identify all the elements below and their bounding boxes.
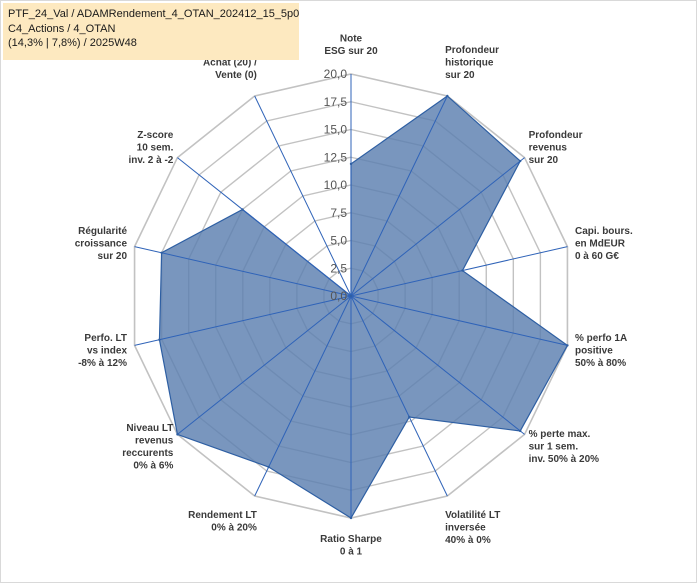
axis-label-line: inv. 2 à -2	[129, 155, 174, 166]
axis-label: % perfo 1A positive 50% à 80%	[575, 333, 627, 369]
axis-spoke	[134, 246, 352, 297]
axis-spoke	[350, 157, 525, 297]
axis-label: Rendement LT 0% à 20%	[188, 510, 257, 534]
axis-label-line: % perfo 1A	[575, 333, 627, 344]
axis-label-line: Vente (0)	[215, 70, 257, 81]
axis-label-line: Capi. bours.	[575, 226, 633, 237]
axis-label-line: Achat (20) /	[203, 57, 257, 68]
axis-label-line: 50% à 80%	[575, 358, 626, 369]
tick-label: 15,0	[324, 123, 348, 137]
axis-label-line: inv. 50% à 20%	[529, 454, 600, 465]
axis-label-line: Ratio Sharpe	[320, 534, 382, 545]
chart-title-box: PTF_24_Val / ADAMRendement_4_OTAN_202412…	[3, 3, 299, 60]
axis-label-line: revenus	[529, 142, 568, 153]
axis-label-line: sur 20	[98, 251, 128, 262]
axis-label-line: Profondeur	[445, 45, 499, 56]
axis-spoke	[350, 95, 448, 297]
tick-label: 10,0	[324, 178, 348, 192]
chart-title-line-2: C4_Actions / 4_OTAN	[8, 22, 116, 35]
data-point	[158, 338, 161, 341]
axis-spoke	[350, 295, 568, 346]
axis-label-line: 0 à 1	[340, 547, 363, 558]
axis-label-line: positive	[575, 345, 613, 356]
data-point	[349, 162, 353, 166]
axis-label-line: vs index	[87, 345, 127, 356]
axis-label-line: 40% à 0%	[445, 535, 491, 546]
axis-label-line: 0 à 60 G€	[575, 251, 619, 262]
axis-spoke	[177, 295, 352, 435]
data-point	[349, 516, 353, 520]
axis-label: Z-score 10 sem. inv. 2 à -2	[129, 130, 174, 166]
axis-spoke	[350, 246, 568, 297]
axis-label: Ratio Sharpe 0 à 1	[320, 534, 382, 558]
axis-label-line: 0% à 6%	[133, 460, 173, 471]
axis-label-line: revenus	[135, 435, 174, 446]
axis-label-line: sur 20	[445, 70, 475, 81]
axis-label-line: -8% à 12%	[78, 358, 127, 369]
axis-spoke	[350, 295, 448, 497]
axis-label-line: % perte max.	[529, 429, 591, 440]
axis-label: Profondeur historique sur 20	[445, 45, 499, 81]
axis-label-line: sur 20	[529, 155, 559, 166]
data-point	[349, 294, 353, 298]
tick-label: 17,5	[324, 95, 348, 109]
axis-label: Profondeur revenus sur 20	[529, 130, 583, 166]
axis-label-line: 0% à 20%	[211, 523, 257, 534]
axis-label-line: historique	[445, 57, 494, 68]
tick-label: 12,5	[324, 150, 348, 164]
tick-label: 20,0	[324, 67, 348, 81]
data-point	[446, 94, 449, 98]
data-point	[241, 208, 244, 211]
chart-title-line-1: PTF_24_Val / ADAMRendement_4_OTAN_202412…	[8, 8, 299, 20]
tick-label: 5,0	[330, 234, 347, 248]
axis-label-line: croissance	[75, 239, 128, 250]
axis-label-line: 10 sem.	[137, 142, 174, 153]
tick-label: 2,5	[330, 261, 347, 275]
tick-label: 0,0	[330, 289, 347, 303]
axis-label-line: ESG sur 20	[324, 46, 378, 57]
axis-label-line: Note	[340, 34, 363, 45]
data-point	[160, 251, 163, 254]
axis-label: Niveau LT revenus reccurents 0% à 6%	[122, 423, 174, 472]
axis-spoke	[350, 295, 525, 435]
series-area	[158, 95, 569, 519]
data-point	[267, 465, 270, 469]
axis-label-line: inversée	[445, 523, 486, 534]
axis-label: Capi. bours. en MdEUR 0 à 60 G€	[575, 226, 633, 262]
axis-label-line: Profondeur	[529, 130, 583, 141]
data-point	[408, 415, 411, 419]
axis-label-line: sur 1 sem.	[529, 442, 579, 453]
data-point	[176, 433, 179, 436]
axis-label-line: Z-score	[137, 130, 174, 141]
axis-label-line: reccurents	[122, 448, 174, 459]
axis-spoke	[134, 295, 352, 346]
data-point	[519, 159, 522, 163]
axis-label-line: Volatilité LT	[445, 510, 500, 521]
axis-label-line: en MdEUR	[575, 239, 626, 250]
data-point	[566, 344, 569, 347]
axis-label: Volatilité LT inversée 40% à 0%	[445, 510, 500, 546]
data-point	[519, 429, 522, 433]
axis-label-line: Perfo. LT	[84, 333, 127, 344]
tick-label: 7,5	[330, 206, 347, 220]
axis-label: Note ESG sur 20	[324, 34, 378, 58]
axis-spoke	[254, 295, 352, 497]
axis-spoke	[177, 157, 352, 297]
axis-label: Perfo. LT vs index -8% à 12%	[78, 333, 127, 369]
axis-label-line: Rendement LT	[188, 510, 257, 521]
axis-spoke	[254, 95, 352, 297]
axis-label-line: Niveau LT	[126, 423, 173, 434]
axis-label-line: Régularité	[78, 226, 127, 237]
axis-label: Régularité croissance sur 20	[75, 226, 128, 262]
axis-label: % perte max. sur 1 sem. inv. 50% à 20%	[529, 429, 600, 465]
data-point	[461, 269, 464, 272]
chart-title-line-3: (14,3% | 7,8%) / 2025W48	[8, 37, 137, 49]
